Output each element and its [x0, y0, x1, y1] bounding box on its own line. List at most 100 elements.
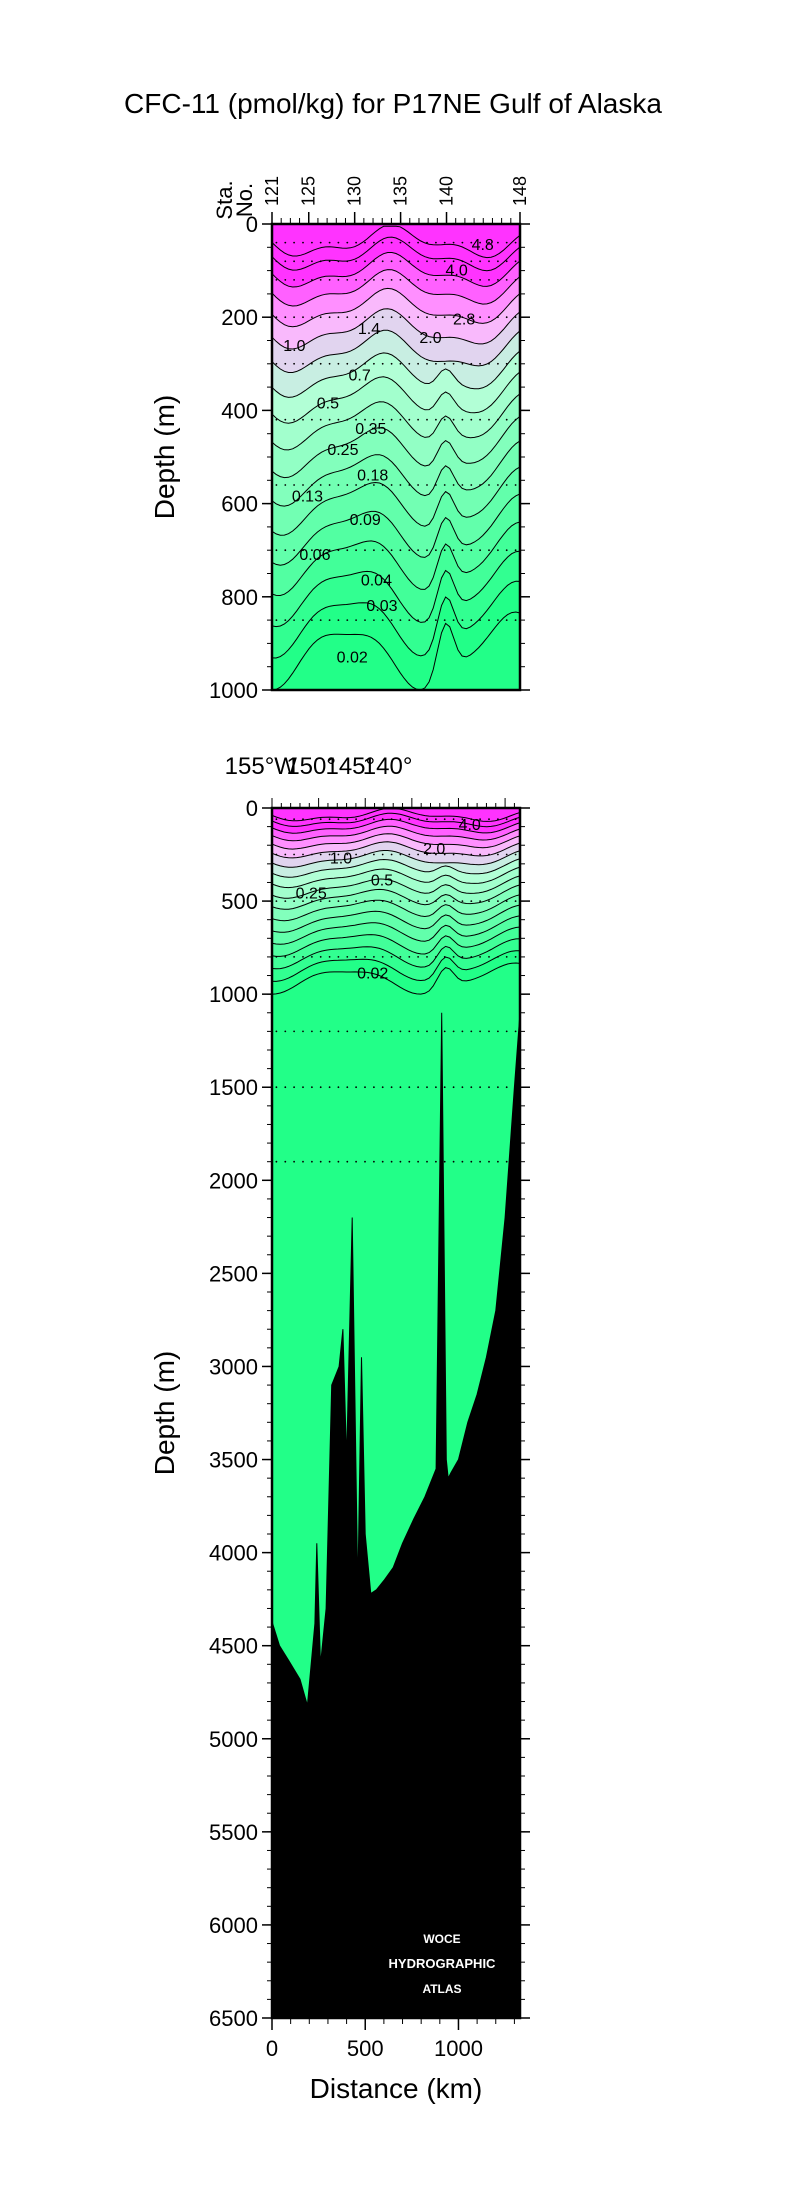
- sample-dot: [443, 418, 446, 421]
- sample-dot: [470, 484, 473, 486]
- sample-dot: [488, 853, 490, 856]
- sample-dot: [488, 818, 490, 821]
- sample-dot: [470, 956, 473, 958]
- sample-dot: [452, 418, 455, 421]
- y-tick-label: 800: [221, 585, 258, 610]
- sample-dot: [311, 900, 313, 902]
- sample-dot: [488, 619, 490, 621]
- sample-dot: [319, 818, 322, 821]
- sample-dot: [514, 362, 517, 365]
- sample-dot: [435, 418, 437, 421]
- sample-dot: [452, 484, 455, 486]
- sample-dot: [426, 241, 428, 244]
- contour-label: 2.0: [419, 330, 441, 347]
- sample-dot: [461, 549, 464, 552]
- sample-dot: [417, 316, 419, 319]
- contour-label: 0.18: [357, 468, 388, 485]
- y-tick-label: 1000: [209, 678, 258, 703]
- sample-dot: [328, 853, 331, 856]
- lower-contour-labels: 4.0 2.0 1.0 0.5 0.25 0.02: [296, 817, 481, 983]
- sample-dot: [452, 316, 455, 319]
- bathymetry: [272, 1012, 520, 2018]
- sample-dot: [435, 1160, 437, 1163]
- sample-dot: [408, 956, 411, 958]
- contour-line: [272, 225, 520, 259]
- sample-dot: [319, 619, 322, 621]
- contour-line: [272, 252, 520, 288]
- contour-line: [272, 841, 520, 859]
- sample-dot: [435, 316, 437, 319]
- sample-dot: [381, 818, 384, 821]
- station-label: 140: [437, 176, 457, 206]
- sample-dot: [328, 1160, 331, 1163]
- sample-dot: [319, 241, 322, 244]
- sample-dot: [355, 956, 357, 958]
- sample-dot: [337, 956, 340, 958]
- sample-dot: [364, 956, 366, 958]
- sample-dot: [319, 260, 322, 263]
- sample-dot: [443, 1030, 446, 1033]
- contour-label: 0.06: [299, 547, 330, 564]
- sample-dot: [417, 362, 419, 365]
- sample-dot: [479, 241, 481, 244]
- x-axis-label: Distance (km): [310, 2073, 483, 2104]
- sample-dot: [390, 619, 393, 621]
- sample-dot: [408, 279, 411, 281]
- sample-dot: [435, 1030, 437, 1033]
- sample-dot: [302, 241, 304, 244]
- sample-dot: [505, 1160, 508, 1163]
- sample-dot: [514, 619, 517, 621]
- contour-line: [272, 393, 520, 451]
- sample-dot: [390, 418, 393, 421]
- contour-label: 4.0: [445, 263, 467, 280]
- sample-dot: [514, 1030, 517, 1033]
- sample-dot: [470, 818, 473, 821]
- sample-dot: [408, 316, 411, 319]
- lower-x-axis: 0 500 1000: [266, 2018, 515, 2061]
- sample-dot: [417, 484, 419, 486]
- sample-dot: [328, 1086, 331, 1089]
- sample-dot: [479, 549, 481, 552]
- station-label: 135: [391, 176, 411, 206]
- sample-dot: [311, 853, 313, 856]
- sample-dot: [426, 316, 428, 319]
- sample-dot: [275, 316, 278, 319]
- sample-dot: [452, 1030, 455, 1033]
- sample-dot: [275, 362, 278, 365]
- sample-dot: [355, 900, 357, 902]
- sample-dot: [505, 1030, 508, 1033]
- upper-contour-bands: [272, 224, 520, 690]
- watermark-line: HYDROGRAPHIC: [389, 1956, 497, 1971]
- sample-dot: [390, 362, 393, 365]
- contour-line: [272, 521, 520, 597]
- contour-line: [272, 850, 520, 868]
- sample-dot: [461, 279, 464, 281]
- sample-dot: [373, 549, 375, 552]
- sample-dot: [408, 818, 411, 821]
- sample-dot: [461, 1160, 464, 1163]
- sample-dot: [505, 956, 508, 958]
- sample-dot: [328, 418, 331, 421]
- sample-dot: [497, 956, 499, 958]
- sample-dot: [426, 900, 428, 902]
- sample-dot: [399, 418, 402, 421]
- sample-dot: [390, 279, 393, 281]
- sample-dot: [461, 316, 464, 319]
- sample-dot: [461, 362, 464, 365]
- sample-dot: [364, 853, 366, 856]
- sample-dot: [470, 853, 473, 856]
- sample-dot: [479, 1086, 481, 1089]
- contour-line: [272, 416, 520, 479]
- sample-dot: [514, 853, 517, 856]
- sample-dot: [293, 316, 295, 319]
- sample-dot: [408, 900, 411, 902]
- sample-dot: [275, 1030, 278, 1033]
- sample-dot: [470, 1030, 473, 1033]
- sample-dot: [293, 418, 295, 421]
- sample-dot: [461, 1086, 464, 1089]
- sample-dot: [497, 619, 499, 621]
- watermark-line: WOCE: [423, 1932, 460, 1946]
- sample-dot: [488, 484, 490, 486]
- sample-dot: [381, 260, 384, 263]
- sample-dot: [284, 316, 287, 319]
